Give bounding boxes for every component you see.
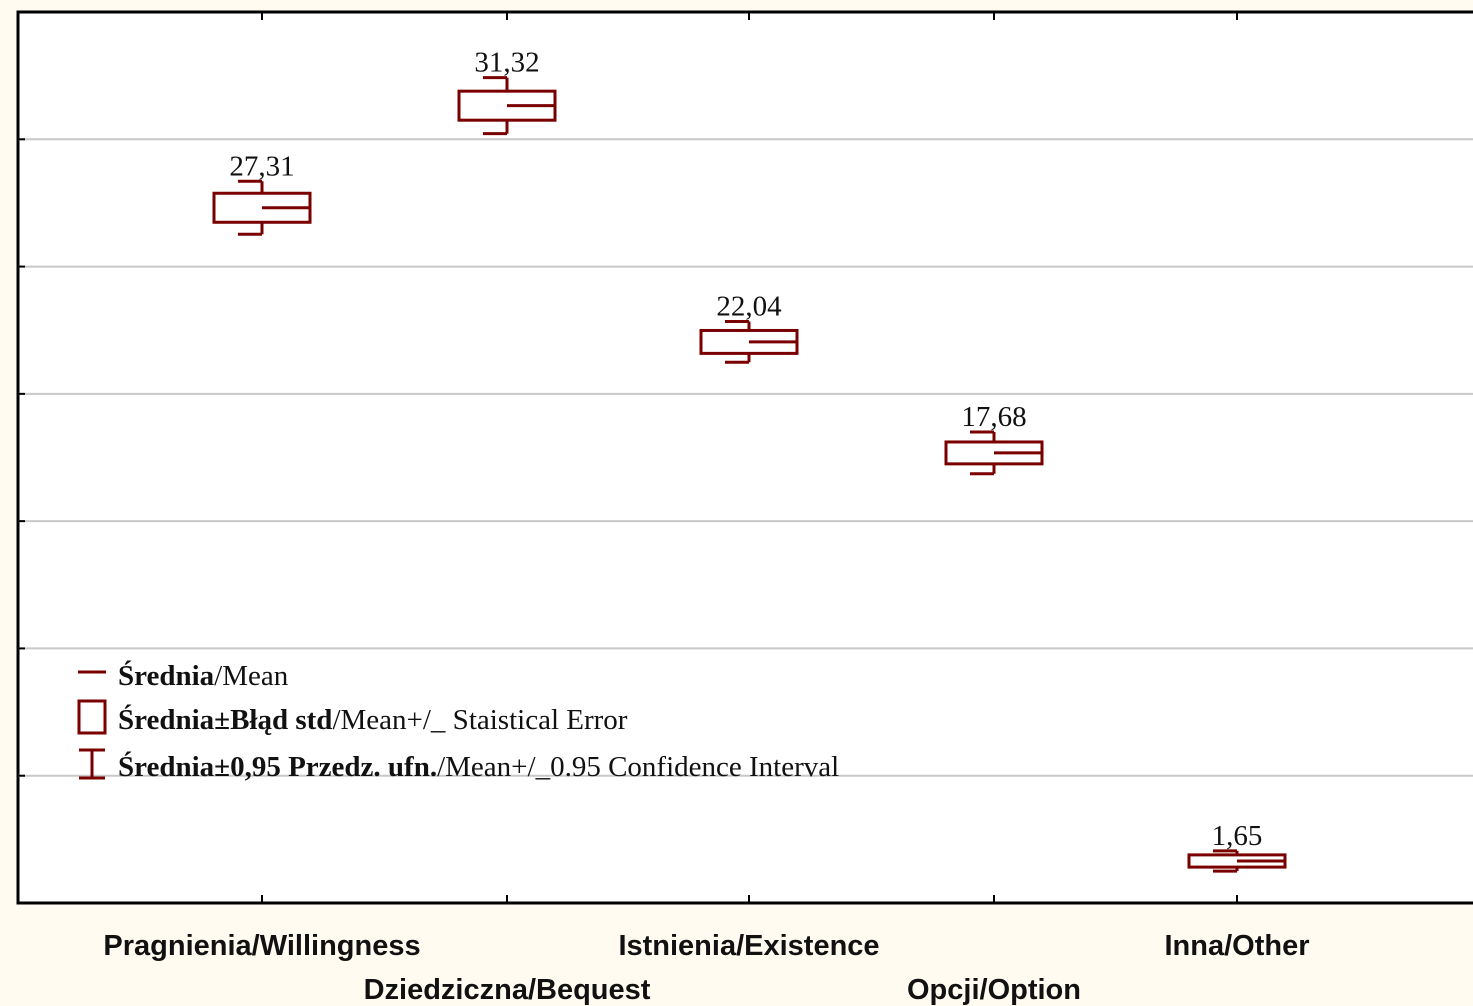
- legend-text: /Mean+/_ Staistical Error: [332, 704, 627, 736]
- ci-whisker: [483, 76, 509, 136]
- legend-entry: Średnia±0,95 Przedz. ufn./Mean+/_0.95 Co…: [118, 750, 839, 783]
- legend-entry: Średnia/Mean: [118, 659, 289, 692]
- ci-whisker: [725, 320, 751, 364]
- legend-bold: Średnia±Błąd std: [118, 703, 332, 736]
- ci-whisker: [970, 430, 996, 476]
- legend-text: /Mean+/_0.95 Confidence Interval: [437, 751, 839, 783]
- legend-text: /Mean: [214, 660, 289, 692]
- legend-entry: Średnia±Błąd std/Mean+/_ Staistical Erro…: [118, 703, 628, 736]
- ci-whisker: [238, 179, 264, 236]
- legend-bold: Średnia±0,95 Przedz. ufn.: [118, 750, 437, 783]
- legend-icon: [79, 748, 105, 780]
- x-tick-label: Istnienia/Existence: [618, 930, 879, 962]
- ci-whisker: [1213, 849, 1239, 873]
- x-tick-label: Inna/Other: [1164, 930, 1309, 962]
- value-label: 1,65: [1212, 820, 1263, 852]
- x-tick-label: Opcji/Option: [907, 974, 1081, 1006]
- legend-icon: [77, 699, 107, 735]
- legend-bold: Średnia: [118, 659, 215, 692]
- value-label: 31,32: [474, 47, 539, 79]
- value-label: 17,68: [961, 401, 1026, 433]
- plot-area: [16, 10, 1473, 905]
- value-label: 27,31: [229, 150, 294, 182]
- value-label: 22,04: [716, 291, 782, 323]
- x-tick-label: Pragnienia/Willingness: [103, 930, 420, 962]
- x-tick-label: Dziedziczna/Bequest: [364, 974, 651, 1006]
